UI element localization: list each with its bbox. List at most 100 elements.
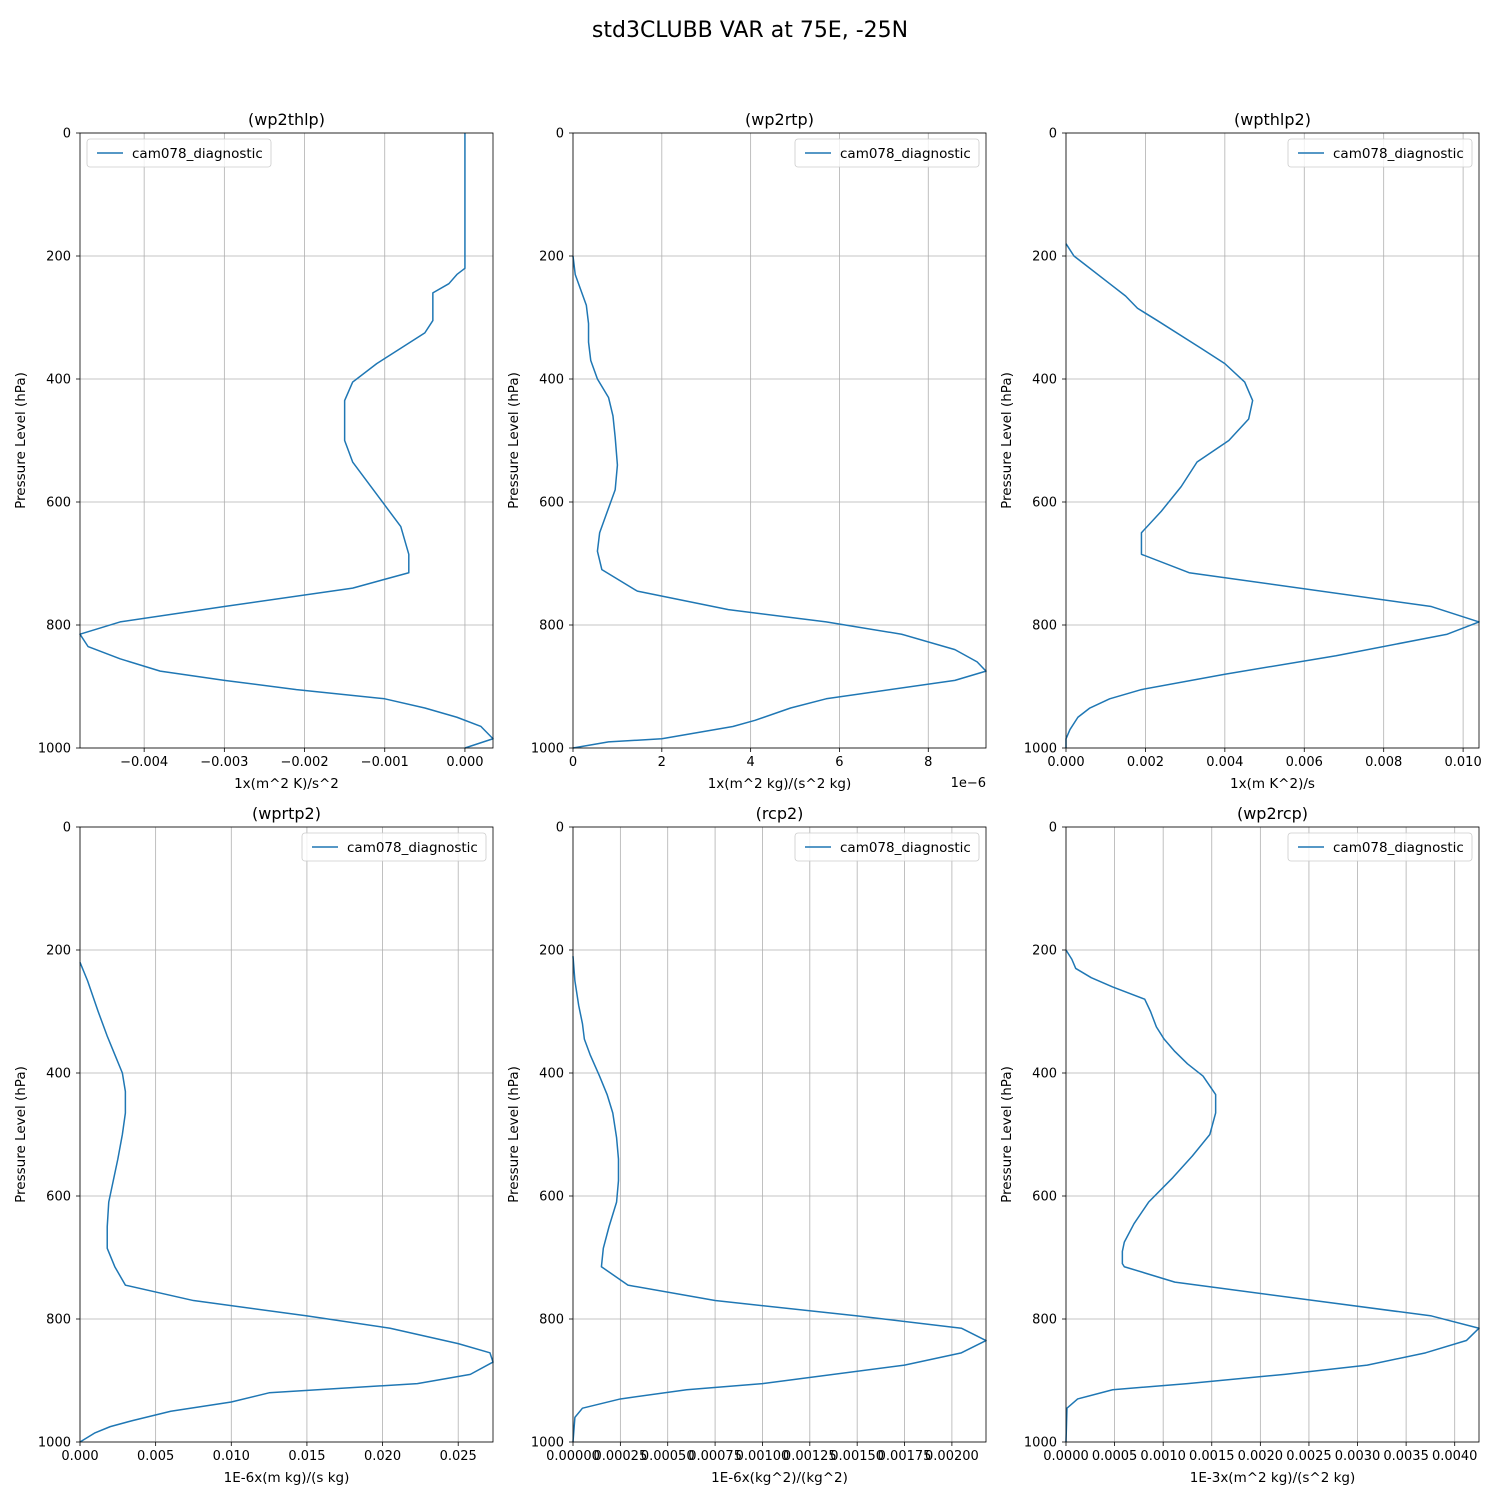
y-axis-label: Pressure Level (hPa) <box>13 372 29 509</box>
x-tick-label: 0.025 <box>440 1449 477 1464</box>
x-axis-label: 1x(m K^2)/s <box>1230 776 1315 792</box>
legend: cam078_diagnostic <box>301 832 487 862</box>
panel-title: (wp2rtp) <box>745 110 814 129</box>
x-tick-label: 0.000 <box>1047 755 1084 770</box>
legend-box <box>794 832 980 862</box>
x-tick-label: 0.00000 <box>546 1449 600 1464</box>
y-tick-label: 600 <box>539 496 564 511</box>
x-tick-label: 0.006 <box>1286 755 1323 770</box>
panels: −0.004 −0.003 −0.002 −0.001 0.00002004006008… <box>13 110 1482 1486</box>
legend: cam078_diagnostic <box>86 138 272 168</box>
x-tick-label: 2 <box>658 755 666 770</box>
axes-frame <box>79 826 494 1443</box>
x-tick-label: 0.0030 <box>1335 1449 1381 1464</box>
legend-box <box>86 138 272 168</box>
y-tick-label: 1000 <box>38 1436 71 1451</box>
x-tick-label: 0.00025 <box>593 1449 647 1464</box>
x-tick-label: 0.002 <box>1127 755 1164 770</box>
series-line <box>1065 949 1480 1443</box>
legend: cam078_diagnostic <box>794 832 980 862</box>
x-tick-label: 0 <box>569 755 577 770</box>
chart-panel: 0.0000 0.0005 0.0010 0.0015 0.0020 0.0025 0.00… <box>999 804 1480 1486</box>
axes-frame <box>572 826 987 1443</box>
y-axis-label: Pressure Level (hPa) <box>506 1066 522 1203</box>
y-tick-label: 600 <box>46 496 71 511</box>
legend: cam078_diagnostic <box>794 138 980 168</box>
y-tick-label: 600 <box>539 1190 564 1205</box>
x-tick-label: 0.00075 <box>688 1449 742 1464</box>
y-tick-label: 600 <box>1032 496 1057 511</box>
legend-entry: cam078_diagnostic <box>1333 840 1464 856</box>
x-tick-label: 0.0000 <box>1043 1449 1089 1464</box>
x-tick-label: 0.005 <box>137 1449 174 1464</box>
y-tick-label: 800 <box>539 1313 564 1328</box>
panel-title: (wp2rcp) <box>1237 804 1308 823</box>
panel-title: (wp2thlp) <box>248 110 325 129</box>
x-tick-label: 0.00050 <box>641 1449 695 1464</box>
y-tick-label: 400 <box>46 1067 71 1082</box>
x-tick-label: 0.008 <box>1365 755 1402 770</box>
y-tick-label: 200 <box>1032 250 1057 265</box>
y-tick-label: 1000 <box>38 742 71 757</box>
axes-frame <box>572 132 987 749</box>
chart-panel: 0.000000.000250.000500.000750.001000.001… <box>506 804 987 1486</box>
y-tick-label: 200 <box>1032 944 1057 959</box>
y-axis-label: Pressure Level (hPa) <box>13 1066 29 1203</box>
y-tick-label: 600 <box>46 1190 71 1205</box>
y-tick-label: 800 <box>1032 1313 1057 1328</box>
y-tick-label: 0 <box>1049 127 1057 142</box>
x-tick-label: 0.020 <box>364 1449 401 1464</box>
x-axis-label: 1x(m^2 K)/s^2 <box>234 776 339 792</box>
legend-entry: cam078_diagnostic <box>840 146 971 162</box>
x-tick-label: 0.00100 <box>736 1449 790 1464</box>
x-tick-label: 0.015 <box>288 1449 325 1464</box>
panel-title: (wprtp2) <box>252 804 321 823</box>
series-line <box>1065 243 1480 748</box>
legend-entry: cam078_diagnostic <box>132 146 263 162</box>
x-tick-label: 0.0035 <box>1383 1449 1429 1464</box>
legend-box <box>794 138 980 168</box>
chart-panel: 0.000 0.002 0.004 0.006 0.008 0.010 0 200 400 600… <box>999 110 1482 792</box>
y-tick-label: 400 <box>1032 373 1057 388</box>
y-axis-label: Pressure Level (hPa) <box>999 1066 1015 1203</box>
x-tick-label: −0.001 <box>361 755 409 770</box>
x-tick-label: 0.0025 <box>1286 1449 1332 1464</box>
x-tick-label: 8 <box>924 755 932 770</box>
y-tick-label: 400 <box>46 373 71 388</box>
legend-entry: cam078_diagnostic <box>840 840 971 856</box>
series-line <box>79 962 494 1443</box>
legend: cam078_diagnostic <box>1287 832 1473 862</box>
y-tick-label: 800 <box>46 1313 71 1328</box>
y-tick-label: 1000 <box>1024 742 1057 757</box>
x-tick-label: 0.00125 <box>783 1449 837 1464</box>
x-tick-label: 0.010 <box>1445 755 1482 770</box>
x-tick-label: −0.004 <box>120 755 168 770</box>
y-tick-label: 0 <box>556 127 564 142</box>
chart-panel: 0.000 0.005 0.010 0.015 0.020 0.025 0 200 400 600… <box>13 804 494 1486</box>
figure-title: std3CLUBB VAR at 75E, -25N <box>592 18 908 43</box>
x-tick-label: 0.000 <box>446 755 483 770</box>
x-tick-label: 6 <box>835 755 843 770</box>
x-offset-text: 1e−6 <box>951 776 986 791</box>
y-tick-label: 200 <box>46 944 71 959</box>
y-tick-label: 1000 <box>531 742 564 757</box>
x-tick-label: 0.00175 <box>878 1449 932 1464</box>
chart-panel: −0.004 −0.003 −0.002 −0.001 0.000 0 200 400 600 8… <box>13 110 494 792</box>
x-axis-label: 1x(m^2 kg)/(s^2 kg) <box>708 776 852 792</box>
y-axis-label: Pressure Level (hPa) <box>506 372 522 509</box>
x-tick-label: 0.0020 <box>1238 1449 1284 1464</box>
x-tick-label: 0.0010 <box>1140 1449 1186 1464</box>
y-tick-label: 200 <box>539 944 564 959</box>
legend-box <box>301 832 487 862</box>
y-tick-label: 400 <box>539 1067 564 1082</box>
x-tick-label: 0.004 <box>1206 755 1243 770</box>
x-tick-label: 0.0005 <box>1092 1449 1138 1464</box>
y-tick-label: 0 <box>556 821 564 836</box>
y-tick-label: 0 <box>1049 821 1057 836</box>
legend: cam078_diagnostic <box>1287 138 1473 168</box>
x-tick-label: 0.00200 <box>925 1449 979 1464</box>
y-tick-label: 1000 <box>531 1436 564 1451</box>
x-tick-label: 0.010 <box>213 1449 250 1464</box>
x-tick-label: 0.00150 <box>830 1449 884 1464</box>
